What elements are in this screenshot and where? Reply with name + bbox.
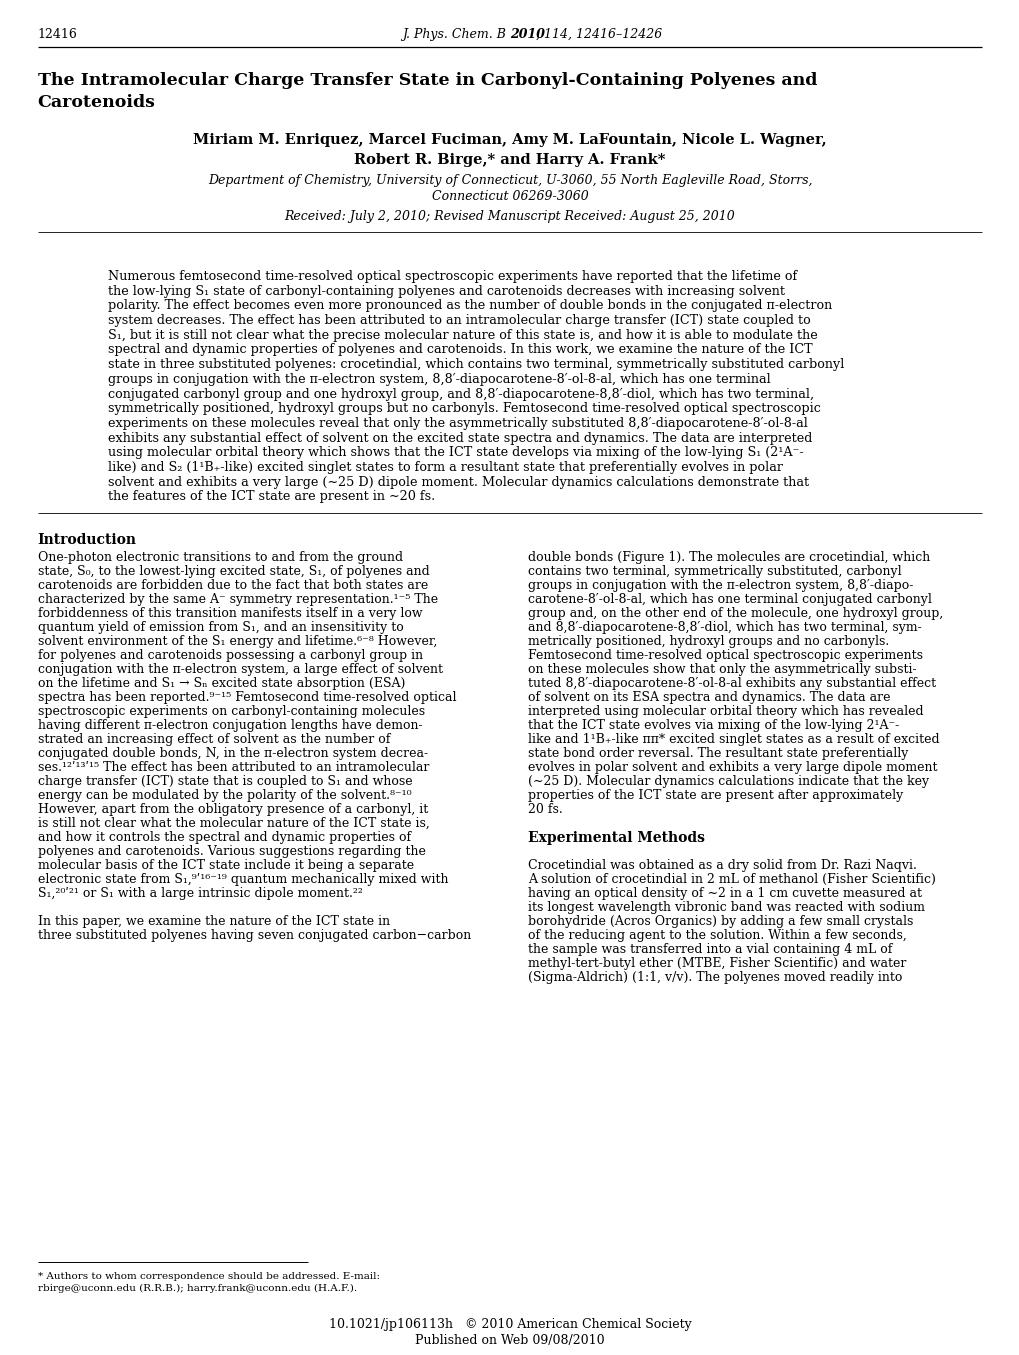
Text: exhibits any substantial effect of solvent on the excited state spectra and dyna: exhibits any substantial effect of solve… — [108, 432, 811, 444]
Text: Received: July 2, 2010; Revised Manuscript Received: August 25, 2010: Received: July 2, 2010; Revised Manuscri… — [284, 210, 735, 224]
Text: double bonds (Figure 1). The molecules are crocetindial, which: double bonds (Figure 1). The molecules a… — [528, 551, 929, 564]
Text: (Sigma-Aldrich) (1:1, v/v). The polyenes moved readily into: (Sigma-Aldrich) (1:1, v/v). The polyenes… — [528, 972, 902, 984]
Text: The Intramolecular Charge Transfer State in Carbonyl-Containing Polyenes and: The Intramolecular Charge Transfer State… — [38, 72, 816, 89]
Text: J. Phys. Chem. B: J. Phys. Chem. B — [401, 28, 510, 41]
Text: Miriam M. Enriquez, Marcel Fuciman, Amy M. LaFountain, Nicole L. Wagner,: Miriam M. Enriquez, Marcel Fuciman, Amy … — [193, 133, 826, 146]
Text: Department of Chemistry, University of Connecticut, U-3060, 55 North Eagleville : Department of Chemistry, University of C… — [208, 173, 811, 187]
Text: energy can be modulated by the polarity of the solvent.⁸⁻¹⁰: energy can be modulated by the polarity … — [38, 789, 411, 802]
Text: solvent and exhibits a very large (∼25 D) dipole moment. Molecular dynamics calc: solvent and exhibits a very large (∼25 D… — [108, 476, 808, 489]
Text: spectroscopic experiments on carbonyl-containing molecules: spectroscopic experiments on carbonyl-co… — [38, 705, 425, 718]
Text: having different π-electron conjugation lengths have demon-: having different π-electron conjugation … — [38, 720, 422, 732]
Text: Published on Web 09/08/2010: Published on Web 09/08/2010 — [415, 1335, 604, 1347]
Text: like) and S₂ (1¹B₊-like) excited singlet states to form a resultant state that p: like) and S₂ (1¹B₊-like) excited singlet… — [108, 461, 783, 474]
Text: solvent environment of the S₁ energy and lifetime.⁶⁻⁸ However,: solvent environment of the S₁ energy and… — [38, 635, 437, 648]
Text: of solvent on its ESA spectra and dynamics. The data are: of solvent on its ESA spectra and dynami… — [528, 691, 890, 705]
Text: and 8,8′-diapocarotene-8,8′-diol, which has two terminal, sym-: and 8,8′-diapocarotene-8,8′-diol, which … — [528, 621, 921, 634]
Text: contains two terminal, symmetrically substituted, carbonyl: contains two terminal, symmetrically sub… — [528, 565, 901, 579]
Text: having an optical density of ∼2 in a 1 cm cuvette measured at: having an optical density of ∼2 in a 1 c… — [528, 888, 921, 900]
Text: carotene-8′-ol-8-al, which has one terminal conjugated carbonyl: carotene-8′-ol-8-al, which has one termi… — [528, 593, 931, 606]
Text: evolves in polar solvent and exhibits a very large dipole moment: evolves in polar solvent and exhibits a … — [528, 762, 936, 774]
Text: tuted 8,8′-diapocarotene-8′-ol-8-al exhibits any substantial effect: tuted 8,8′-diapocarotene-8′-ol-8-al exhi… — [528, 678, 935, 690]
Text: polarity. The effect becomes even more pronounced as the number of double bonds : polarity. The effect becomes even more p… — [108, 299, 832, 313]
Text: Femtosecond time-resolved optical spectroscopic experiments: Femtosecond time-resolved optical spectr… — [528, 649, 922, 663]
Text: electronic state from S₁,⁹ʹ¹⁶⁻¹⁹ quantum mechanically mixed with: electronic state from S₁,⁹ʹ¹⁶⁻¹⁹ quantum… — [38, 873, 447, 886]
Text: borohydride (Acros Organics) by adding a few small crystals: borohydride (Acros Organics) by adding a… — [528, 915, 913, 928]
Text: (∼25 D). Molecular dynamics calculations indicate that the key: (∼25 D). Molecular dynamics calculations… — [528, 775, 928, 789]
Text: Introduction: Introduction — [38, 534, 137, 547]
Text: on the lifetime and S₁ → Sₙ excited state absorption (ESA): on the lifetime and S₁ → Sₙ excited stat… — [38, 678, 405, 690]
Text: Carotenoids: Carotenoids — [38, 93, 156, 111]
Text: conjugation with the π-electron system, a large effect of solvent: conjugation with the π-electron system, … — [38, 663, 442, 676]
Text: S₁,²⁰ʹ²¹ or S₁ with a large intrinsic dipole moment.²²: S₁,²⁰ʹ²¹ or S₁ with a large intrinsic di… — [38, 888, 363, 900]
Text: Crocetindial was obtained as a dry solid from Dr. Razi Naqvi.: Crocetindial was obtained as a dry solid… — [528, 859, 916, 873]
Text: Numerous femtosecond time-resolved optical spectroscopic experiments have report: Numerous femtosecond time-resolved optic… — [108, 270, 797, 283]
Text: state in three substituted polyenes: crocetindial, which contains two terminal, : state in three substituted polyenes: cro… — [108, 358, 844, 371]
Text: symmetrically positioned, hydroxyl groups but no carbonyls. Femtosecond time-res: symmetrically positioned, hydroxyl group… — [108, 402, 820, 415]
Text: the low-lying S₁ state of carbonyl-containing polyenes and carotenoids decreases: the low-lying S₁ state of carbonyl-conta… — [108, 285, 785, 298]
Text: Experimental Methods: Experimental Methods — [528, 831, 705, 846]
Text: conjugated carbonyl group and one hydroxyl group, and 8,8′-diapocarotene-8,8′-di: conjugated carbonyl group and one hydrox… — [108, 388, 813, 401]
Text: charge transfer (ICT) state that is coupled to S₁ and whose: charge transfer (ICT) state that is coup… — [38, 775, 412, 789]
Text: experiments on these molecules reveal that only the asymmetrically substituted 8: experiments on these molecules reveal th… — [108, 417, 807, 430]
Text: using molecular orbital theory which shows that the ICT state develops via mixin: using molecular orbital theory which sho… — [108, 446, 803, 459]
Text: 2010: 2010 — [510, 28, 544, 41]
Text: One-photon electronic transitions to and from the ground: One-photon electronic transitions to and… — [38, 551, 403, 564]
Text: However, apart from the obligatory presence of a carbonyl, it: However, apart from the obligatory prese… — [38, 804, 428, 816]
Text: properties of the ICT state are present after approximately: properties of the ICT state are present … — [528, 789, 903, 802]
Text: A solution of crocetindial in 2 mL of methanol (Fisher Scientific): A solution of crocetindial in 2 mL of me… — [528, 873, 935, 886]
Text: for polyenes and carotenoids possessing a carbonyl group in: for polyenes and carotenoids possessing … — [38, 649, 423, 663]
Text: characterized by the same A⁻ symmetry representation.¹⁻⁵ The: characterized by the same A⁻ symmetry re… — [38, 593, 437, 606]
Text: ses.¹²ʹ¹³ʹ¹⁵ The effect has been attributed to an intramolecular: ses.¹²ʹ¹³ʹ¹⁵ The effect has been attribu… — [38, 762, 429, 774]
Text: interpreted using molecular orbital theory which has revealed: interpreted using molecular orbital theo… — [528, 705, 923, 718]
Text: molecular basis of the ICT state include it being a separate: molecular basis of the ICT state include… — [38, 859, 414, 873]
Text: spectral and dynamic properties of polyenes and carotenoids. In this work, we ex: spectral and dynamic properties of polye… — [108, 344, 812, 356]
Text: , 114, 12416–12426: , 114, 12416–12426 — [535, 28, 661, 41]
Text: system decreases. The effect has been attributed to an intramolecular charge tra: system decreases. The effect has been at… — [108, 314, 810, 327]
Text: forbiddenness of this transition manifests itself in a very low: forbiddenness of this transition manifes… — [38, 607, 422, 621]
Text: groups in conjugation with the π-electron system, 8,8′-diapocarotene-8′-ol-8-al,: groups in conjugation with the π-electro… — [108, 373, 770, 386]
Text: the features of the ICT state are present in ∼20 fs.: the features of the ICT state are presen… — [108, 491, 435, 504]
Text: and how it controls the spectral and dynamic properties of: and how it controls the spectral and dyn… — [38, 831, 411, 844]
Text: state bond order reversal. The resultant state preferentially: state bond order reversal. The resultant… — [528, 747, 908, 760]
Text: Robert R. Birge,* and Harry A. Frank*: Robert R. Birge,* and Harry A. Frank* — [354, 153, 665, 167]
Text: 10.1021/jp106113h   © 2010 American Chemical Society: 10.1021/jp106113h © 2010 American Chemic… — [328, 1318, 691, 1331]
Text: 20 fs.: 20 fs. — [528, 804, 562, 816]
Text: like and 1¹B₊-like ππ* excited singlet states as a result of excited: like and 1¹B₊-like ππ* excited singlet s… — [528, 733, 940, 747]
Text: rbirge@uconn.edu (R.R.B.); harry.frank@uconn.edu (H.A.F.).: rbirge@uconn.edu (R.R.B.); harry.frank@u… — [38, 1285, 357, 1293]
Text: Connecticut 06269-3060: Connecticut 06269-3060 — [431, 190, 588, 203]
Text: on these molecules show that only the asymmetrically substi-: on these molecules show that only the as… — [528, 663, 916, 676]
Text: quantum yield of emission from S₁, and an insensitivity to: quantum yield of emission from S₁, and a… — [38, 621, 404, 634]
Text: * Authors to whom correspondence should be addressed. E-mail:: * Authors to whom correspondence should … — [38, 1272, 379, 1280]
Text: carotenoids are forbidden due to the fact that both states are: carotenoids are forbidden due to the fac… — [38, 579, 428, 592]
Text: groups in conjugation with the π-electron system, 8,8′-diapo-: groups in conjugation with the π-electro… — [528, 579, 913, 592]
Text: S₁, but it is still not clear what the precise molecular nature of this state is: S₁, but it is still not clear what the p… — [108, 329, 817, 341]
Text: spectra has been reported.⁹⁻¹⁵ Femtosecond time-resolved optical: spectra has been reported.⁹⁻¹⁵ Femtoseco… — [38, 691, 455, 705]
Text: 12416: 12416 — [38, 28, 77, 41]
Text: state, S₀, to the lowest-lying excited state, S₁, of polyenes and: state, S₀, to the lowest-lying excited s… — [38, 565, 429, 579]
Text: polyenes and carotenoids. Various suggestions regarding the: polyenes and carotenoids. Various sugges… — [38, 846, 425, 858]
Text: its longest wavelength vibronic band was reacted with sodium: its longest wavelength vibronic band was… — [528, 901, 924, 915]
Text: methyl-tert-butyl ether (MTBE, Fisher Scientific) and water: methyl-tert-butyl ether (MTBE, Fisher Sc… — [528, 957, 906, 970]
Text: the sample was transferred into a vial containing 4 mL of: the sample was transferred into a vial c… — [528, 943, 892, 957]
Text: of the reducing agent to the solution. Within a few seconds,: of the reducing agent to the solution. W… — [528, 930, 906, 942]
Text: is still not clear what the molecular nature of the ICT state is,: is still not clear what the molecular na… — [38, 817, 429, 831]
Text: conjugated double bonds, N, in the π-electron system decrea-: conjugated double bonds, N, in the π-ele… — [38, 747, 427, 760]
Text: three substituted polyenes having seven conjugated carbon−carbon: three substituted polyenes having seven … — [38, 930, 471, 942]
Text: metrically positioned, hydroxyl groups and no carbonyls.: metrically positioned, hydroxyl groups a… — [528, 635, 889, 648]
Text: strated an increasing effect of solvent as the number of: strated an increasing effect of solvent … — [38, 733, 389, 747]
Text: In this paper, we examine the nature of the ICT state in: In this paper, we examine the nature of … — [38, 915, 389, 928]
Text: that the ICT state evolves via mixing of the low-lying 2¹A⁻-: that the ICT state evolves via mixing of… — [528, 720, 899, 732]
Text: group and, on the other end of the molecule, one hydroxyl group,: group and, on the other end of the molec… — [528, 607, 943, 621]
